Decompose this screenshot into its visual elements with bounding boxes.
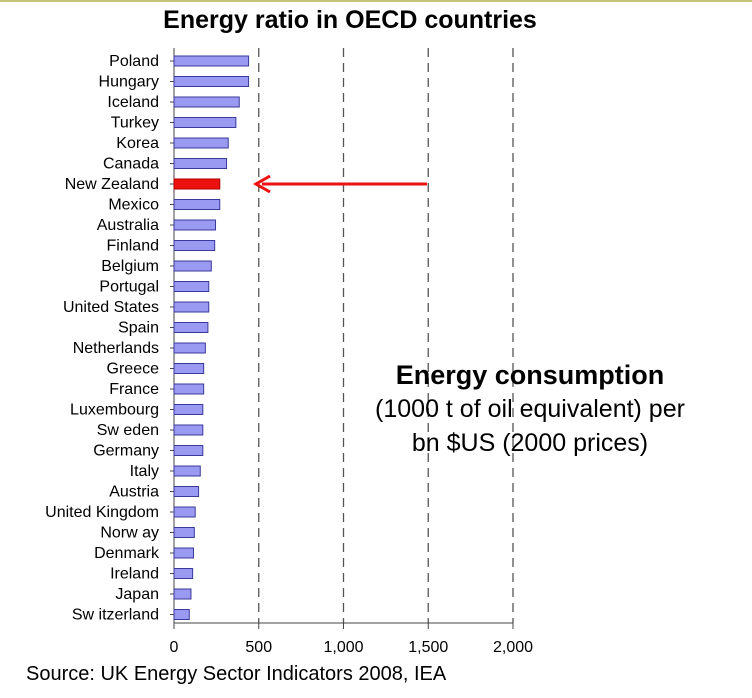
category-label: New Zealand: [65, 176, 159, 193]
category-label: Iceland: [107, 94, 159, 111]
category-label: Netherlands: [73, 340, 159, 357]
category-label: United Kingdom: [45, 504, 159, 521]
category-label: Greece: [107, 361, 160, 378]
category-label: Luxembourg: [70, 402, 159, 419]
chart-title: Energy ratio in OECD countries: [163, 6, 537, 34]
bar-chart: 0 500 1,000 1,500 2,000 Poland Hungary Iceland T…: [45, 48, 533, 656]
annotation-body: (1000 t of oil equivalent) per bn $US (2…: [375, 395, 685, 457]
bar: [173, 527, 195, 538]
bar: [173, 117, 237, 128]
category-label: Denmark: [94, 545, 160, 562]
category-label: Germany: [93, 443, 159, 460]
category-label: Portugal: [99, 279, 159, 296]
bar: [173, 76, 250, 87]
annotation-heading: Energy consumption: [395, 360, 665, 390]
bar: [173, 383, 205, 395]
bar: [173, 199, 221, 210]
x-tick-label: 0: [170, 639, 179, 656]
category-label: Belgium: [101, 258, 159, 275]
category-label: Turkey: [111, 115, 159, 132]
category-label: Australia: [97, 217, 159, 234]
bar: [173, 322, 209, 333]
top-border: [0, 0, 752, 2]
category-label: Mexico: [108, 197, 159, 214]
bar: [173, 137, 229, 149]
category-label: Norw ay: [100, 525, 159, 542]
bar: [173, 404, 204, 415]
annotation-box: Energy consumption (1000 t of oil equiva…: [340, 358, 720, 460]
category-label: Sw eden: [97, 422, 159, 439]
bar: [173, 240, 216, 251]
category-label: Italy: [130, 463, 159, 480]
bar: [173, 609, 190, 620]
x-tick-label: 1,500: [408, 639, 448, 656]
x-tick-label: 2,000: [493, 639, 533, 656]
bar: [173, 547, 194, 559]
bar: [173, 424, 204, 436]
category-label: United States: [63, 299, 159, 316]
x-tick-label: 500: [245, 639, 272, 656]
category-label: Austria: [109, 484, 159, 501]
bar: [173, 260, 212, 272]
category-label: Sw itzerland: [72, 607, 159, 624]
bar: [173, 363, 205, 374]
bar: [173, 445, 204, 456]
bar: [173, 486, 200, 497]
category-label: France: [109, 381, 159, 398]
category-label: Japan: [115, 586, 159, 603]
arrow-head: [252, 174, 271, 194]
bar: [173, 465, 201, 477]
category-label: Hungary: [99, 74, 159, 91]
bar: [173, 158, 228, 169]
bar: [173, 342, 206, 354]
category-label: Ireland: [110, 566, 159, 583]
category-label: Korea: [116, 135, 159, 152]
bar: [173, 55, 250, 67]
bar: [173, 506, 196, 518]
category-label: Spain: [118, 320, 159, 337]
category-label: Poland: [109, 53, 159, 70]
bar: [173, 568, 194, 579]
bar: [173, 301, 210, 313]
category-label: Finland: [107, 238, 159, 255]
category-label: Canada: [103, 156, 159, 173]
x-tick-label: 1,000: [323, 639, 363, 656]
source-caption: Source: UK Energy Sector Indicators 2008…: [26, 663, 447, 685]
bar-highlight: [173, 178, 221, 190]
bar: [173, 219, 217, 231]
bar: [173, 96, 240, 108]
bar: [173, 588, 192, 600]
bar: [173, 281, 210, 292]
